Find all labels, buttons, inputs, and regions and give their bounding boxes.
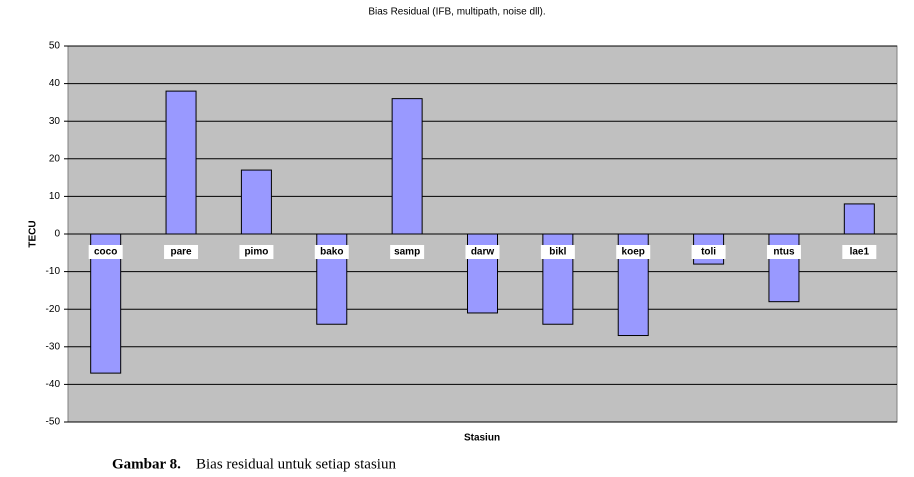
- y-tick-label: 10: [49, 191, 61, 202]
- label-bg: [691, 245, 726, 259]
- label-bg: [88, 245, 123, 259]
- y-tick-label: -40: [46, 379, 61, 390]
- x-tick-label: coco: [94, 247, 117, 258]
- x-tick-label: pare: [170, 247, 192, 258]
- label-bg: [540, 245, 575, 259]
- y-tick-label: -20: [46, 304, 61, 315]
- y-tick-label: 40: [49, 78, 61, 89]
- y-tick-label: 50: [49, 41, 61, 52]
- bar: [768, 233, 800, 303]
- caption-label: Gambar 8.: [112, 456, 181, 472]
- y-tick-label: 20: [49, 153, 61, 164]
- x-tick-label: darw: [471, 247, 495, 258]
- label-bg: [164, 245, 199, 259]
- label-bg: [465, 245, 500, 259]
- chart-title: Bias Residual (IFB, multipath, noise dll…: [368, 7, 545, 18]
- x-tick-label: koep: [622, 247, 645, 258]
- x-tick-label: bako: [320, 247, 343, 258]
- label-bg: [616, 245, 651, 259]
- x-tick-label: toli: [701, 247, 716, 258]
- label-bg: [239, 245, 274, 259]
- x-tick-label: pimo: [244, 247, 268, 258]
- label-bg: [390, 245, 425, 259]
- label-bg: [842, 245, 877, 259]
- y-tick-label: 0: [54, 229, 60, 240]
- label-bg: [766, 245, 801, 259]
- bar: [240, 169, 272, 235]
- y-tick-label: -10: [46, 266, 61, 277]
- x-tick-label: samp: [394, 247, 420, 258]
- y-tick-label: -50: [46, 417, 61, 428]
- bar: [843, 203, 875, 235]
- y-tick-label: 30: [49, 116, 61, 127]
- bar: [391, 98, 423, 235]
- y-axis-label: TECU: [28, 220, 39, 247]
- caption-text: Bias residual untuk setiap stasiun: [196, 456, 396, 472]
- x-tick-label: ntus: [773, 247, 795, 258]
- label-bg: [314, 245, 349, 259]
- x-tick-label: lae1: [850, 247, 870, 258]
- x-axis-label: Stasiun: [464, 433, 500, 444]
- y-tick-label: -30: [46, 341, 61, 352]
- x-tick-label: bikl: [549, 247, 566, 258]
- bar: [165, 90, 197, 235]
